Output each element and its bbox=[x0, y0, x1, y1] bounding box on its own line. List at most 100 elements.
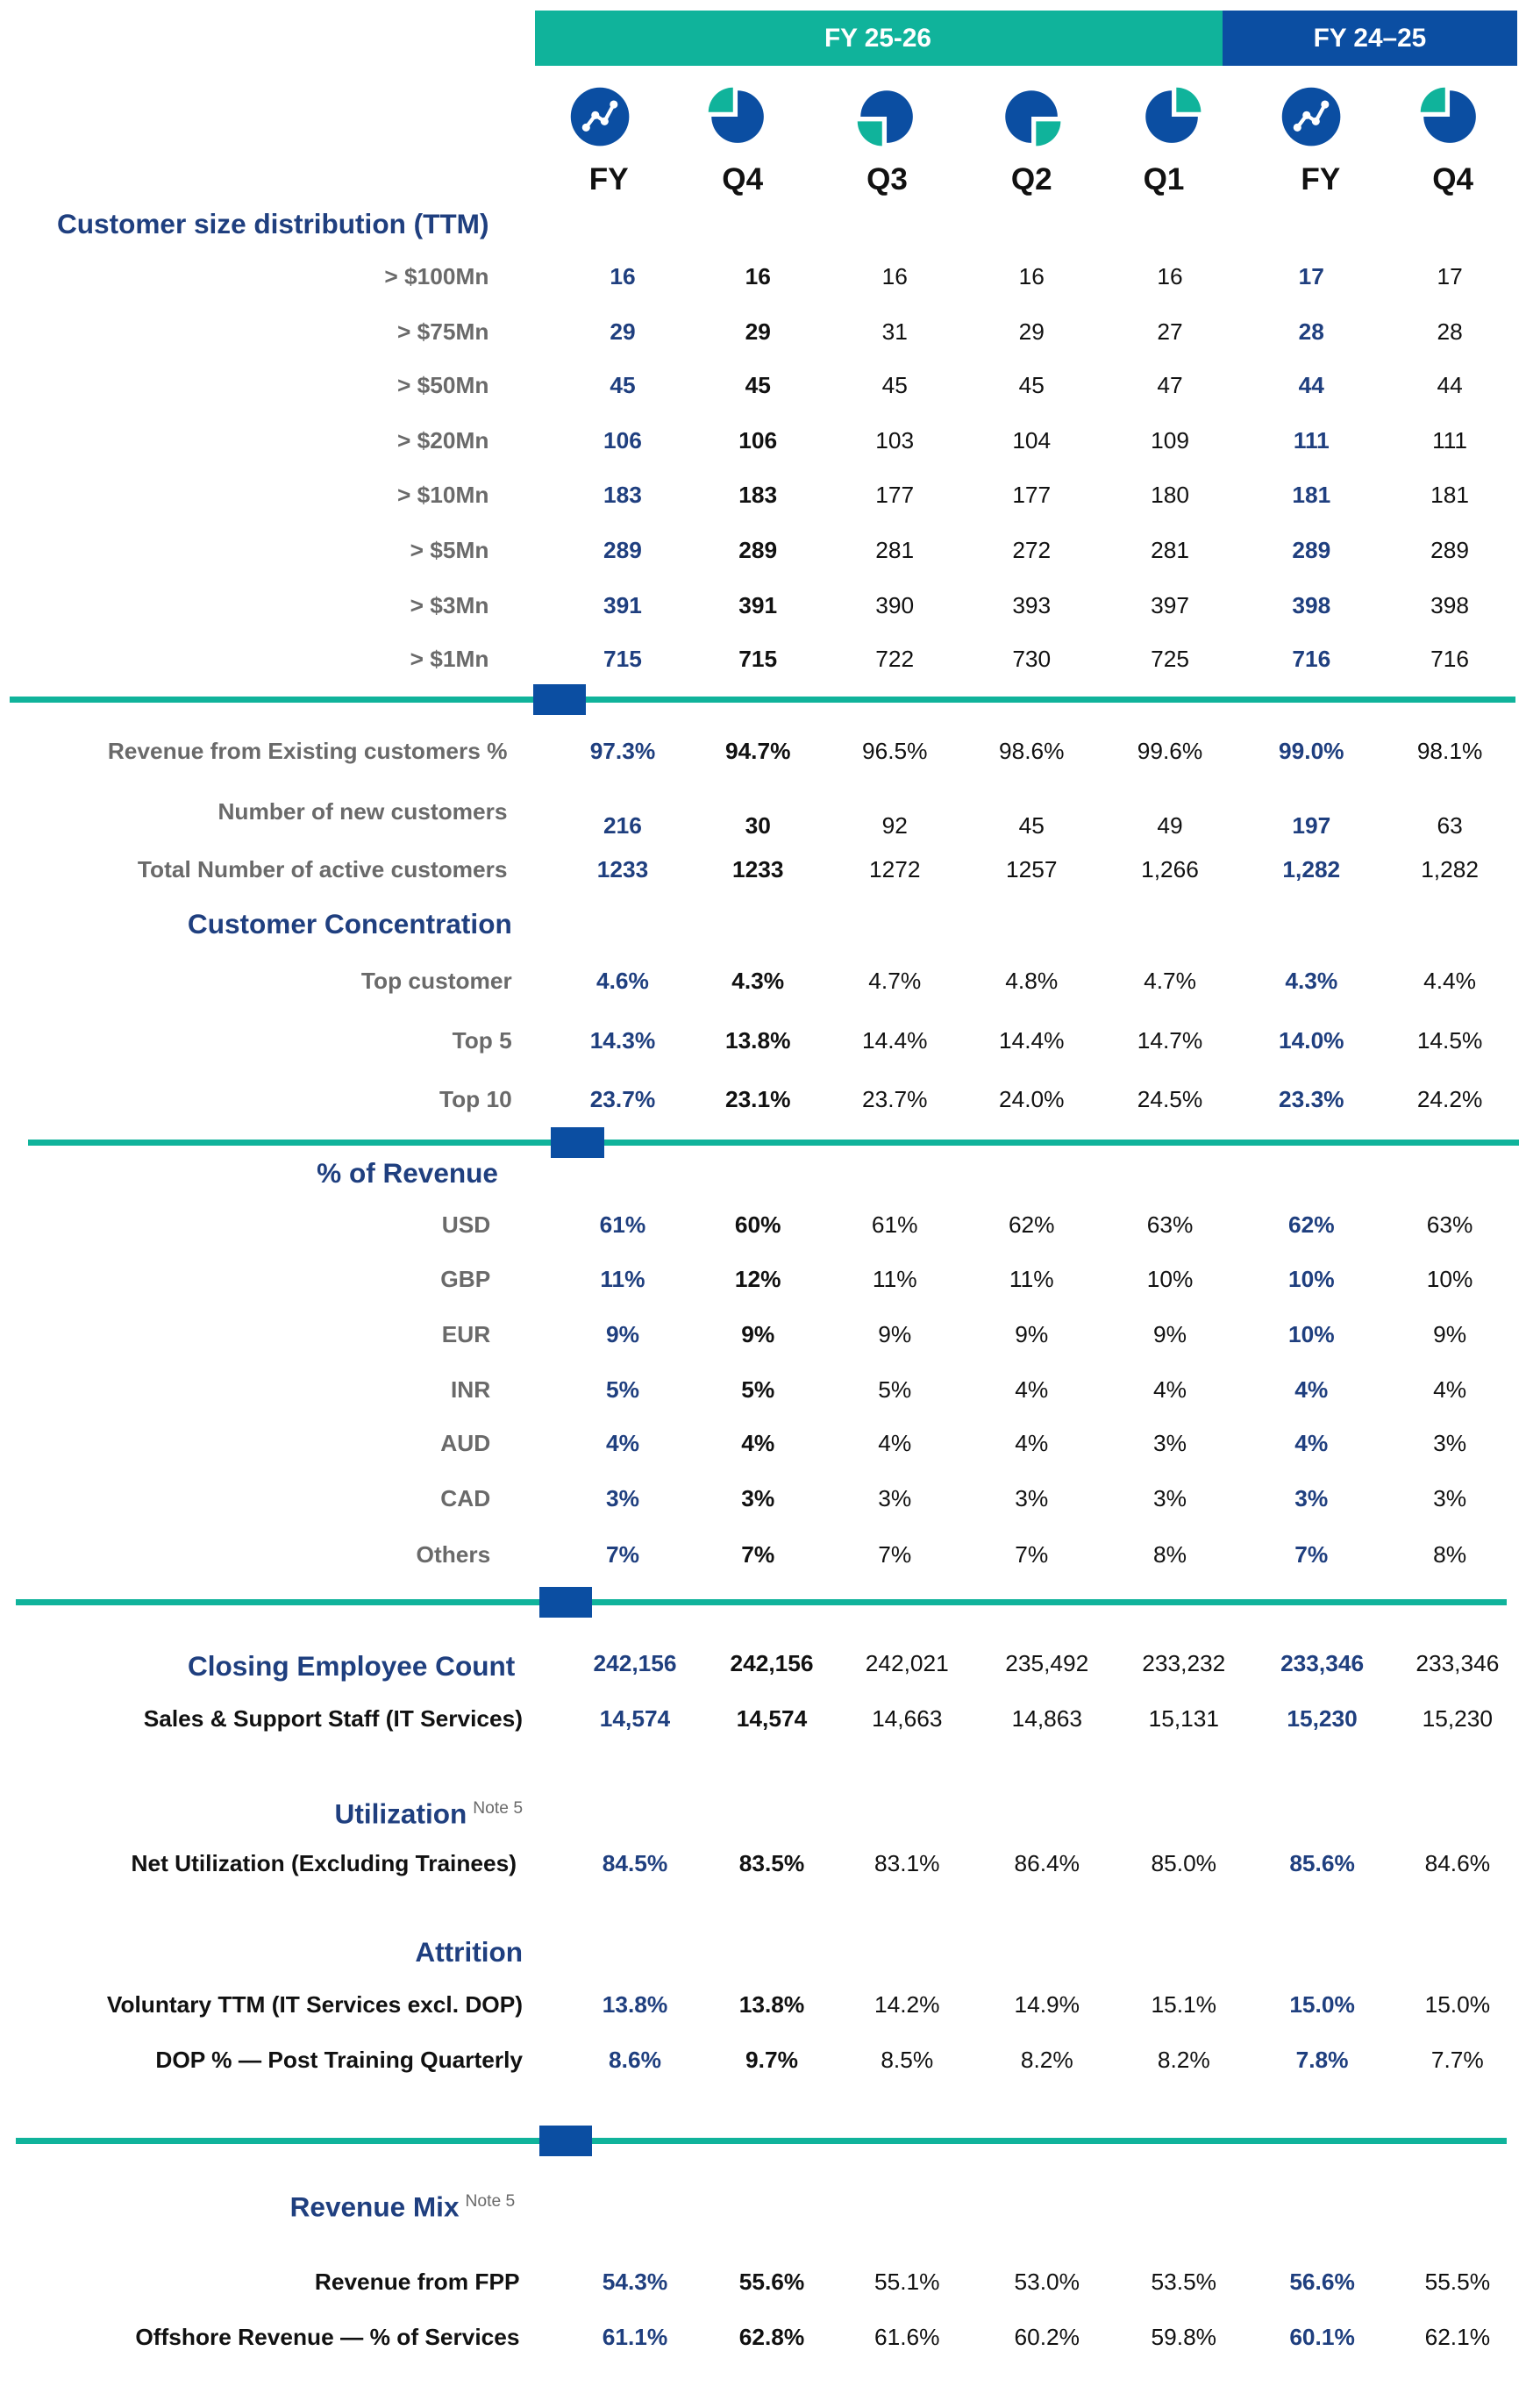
table-cell: 289 bbox=[603, 536, 642, 563]
table-cell: 9.7% bbox=[745, 2047, 798, 2074]
table-cell: 30 bbox=[745, 811, 771, 839]
table-cell: 233,232 bbox=[1142, 1649, 1226, 1676]
table-cell: 62.8% bbox=[738, 2323, 805, 2350]
table-cell: 8.6% bbox=[609, 2047, 661, 2074]
row-label: > $1Mn bbox=[410, 646, 489, 673]
table-cell: 55.5% bbox=[1424, 2268, 1491, 2295]
section-title: Customer Concentration bbox=[188, 908, 512, 941]
table-cell: 233,346 bbox=[1415, 1649, 1500, 1676]
table-cell: 62% bbox=[1287, 1211, 1335, 1239]
table-cell: 98.6% bbox=[998, 738, 1065, 765]
table-cell: 24.5% bbox=[1137, 1085, 1203, 1112]
table-cell: 14.7% bbox=[1137, 1027, 1203, 1054]
table-cell: 16 bbox=[610, 262, 636, 289]
table-cell: 10% bbox=[1287, 1265, 1335, 1292]
header-group bbox=[535, 11, 1223, 67]
table-cell: 61.6% bbox=[874, 2323, 940, 2350]
table-cell: 44 bbox=[1298, 372, 1324, 399]
table-cell: 3% bbox=[605, 1485, 639, 1512]
table-cell: 183 bbox=[603, 481, 642, 508]
table-cell: 17 bbox=[1298, 262, 1324, 289]
table-cell: 281 bbox=[875, 536, 915, 563]
table-cell: 61% bbox=[871, 1211, 918, 1239]
table-cell: 86.4% bbox=[1014, 1849, 1080, 1876]
table-cell: 716 bbox=[1292, 646, 1331, 673]
section-title: Attrition bbox=[415, 1936, 523, 1969]
column-label: Q3 bbox=[866, 162, 908, 197]
divider-marker bbox=[533, 684, 586, 716]
table-cell: 15,230 bbox=[1287, 1705, 1358, 1733]
table-cell: 44 bbox=[1437, 372, 1463, 399]
table-cell: 45 bbox=[1018, 372, 1045, 399]
column-label: Q2 bbox=[1010, 162, 1052, 197]
column-icon bbox=[1145, 87, 1202, 143]
table-cell: 84.5% bbox=[602, 1849, 668, 1876]
table-cell: 5% bbox=[605, 1375, 639, 1403]
table-cell: 289 bbox=[1430, 536, 1470, 563]
table-cell: 4% bbox=[1153, 1375, 1187, 1403]
section-title-text: Attrition bbox=[415, 1936, 524, 1969]
table-cell: 9% bbox=[1433, 1320, 1467, 1347]
table-cell: 14.5% bbox=[1416, 1027, 1483, 1054]
table-cell: 390 bbox=[875, 591, 915, 618]
table-cell: 14.2% bbox=[874, 1991, 940, 2019]
table-cell: 1,266 bbox=[1141, 856, 1199, 883]
table-cell: 15.0% bbox=[1424, 1991, 1491, 2019]
table-cell: 14.9% bbox=[1014, 1991, 1080, 2019]
divider bbox=[15, 2137, 1507, 2144]
table-cell: 725 bbox=[1151, 646, 1189, 673]
table-cell: 60.1% bbox=[1289, 2323, 1355, 2350]
table-cell: 92 bbox=[881, 811, 908, 839]
column-icon bbox=[1420, 87, 1476, 144]
section-title: Utilization Note 5 bbox=[335, 1792, 523, 1831]
table-cell: 5% bbox=[878, 1375, 912, 1403]
table-cell: 197 bbox=[1292, 811, 1331, 839]
table-cell: 12% bbox=[734, 1265, 781, 1292]
table-cell: 10% bbox=[1287, 1320, 1335, 1347]
row-label: GBP bbox=[440, 1265, 491, 1292]
header-group bbox=[1222, 11, 1518, 67]
row-label: > $3Mn bbox=[410, 591, 489, 618]
table-cell: 62% bbox=[1008, 1211, 1055, 1239]
table-cell: 5% bbox=[741, 1375, 775, 1403]
table-cell: 7.7% bbox=[1430, 2047, 1484, 2074]
table-cell: 8.5% bbox=[881, 2047, 934, 2074]
table-cell: 289 bbox=[738, 536, 778, 563]
row-label: > $5Mn bbox=[410, 536, 489, 563]
table-cell: 83.1% bbox=[874, 1849, 940, 1876]
row-label: > $20Mn bbox=[397, 427, 489, 454]
table-cell: 45 bbox=[745, 372, 771, 399]
row-label: Others bbox=[416, 1540, 491, 1568]
table-cell: 17 bbox=[1437, 262, 1463, 289]
table-cell: 99.0% bbox=[1279, 738, 1344, 765]
table-cell: 85.0% bbox=[1151, 1849, 1217, 1876]
table-cell: 15,131 bbox=[1148, 1705, 1219, 1733]
column-label: FY bbox=[1301, 162, 1341, 197]
table-cell: 28 bbox=[1298, 318, 1324, 345]
table-cell: 23.1% bbox=[724, 1085, 791, 1112]
table-cell: 177 bbox=[1012, 481, 1052, 508]
row-label: USD bbox=[441, 1211, 491, 1239]
divider bbox=[15, 1599, 1507, 1606]
table-cell: 393 bbox=[1012, 591, 1052, 618]
table-cell: 8% bbox=[1433, 1540, 1467, 1568]
table-cell: 62.1% bbox=[1424, 2323, 1491, 2350]
table-cell: 53.5% bbox=[1151, 2268, 1217, 2295]
table-cell: 715 bbox=[738, 646, 778, 673]
table-cell: 722 bbox=[875, 646, 915, 673]
table-cell: 3% bbox=[1153, 1485, 1187, 1512]
row-label: Number of new customers bbox=[217, 797, 508, 825]
table-cell: 397 bbox=[1151, 591, 1189, 618]
table-cell: 9% bbox=[605, 1320, 639, 1347]
table-cell: 16 bbox=[745, 262, 771, 289]
table-cell: 4% bbox=[1015, 1375, 1049, 1403]
row-label: Total Number of active customers bbox=[137, 856, 508, 883]
table-cell: 28 bbox=[1437, 318, 1463, 345]
table-cell: 11% bbox=[1009, 1265, 1054, 1292]
table-cell: 14,574 bbox=[736, 1705, 808, 1733]
row-label: Sales & Support Staff (IT Services) bbox=[143, 1705, 524, 1733]
section-title: Revenue Mix Note 5 bbox=[290, 2185, 516, 2224]
table-cell: 16 bbox=[881, 262, 908, 289]
column-icon bbox=[570, 87, 629, 146]
row-label: > $50Mn bbox=[397, 372, 489, 399]
